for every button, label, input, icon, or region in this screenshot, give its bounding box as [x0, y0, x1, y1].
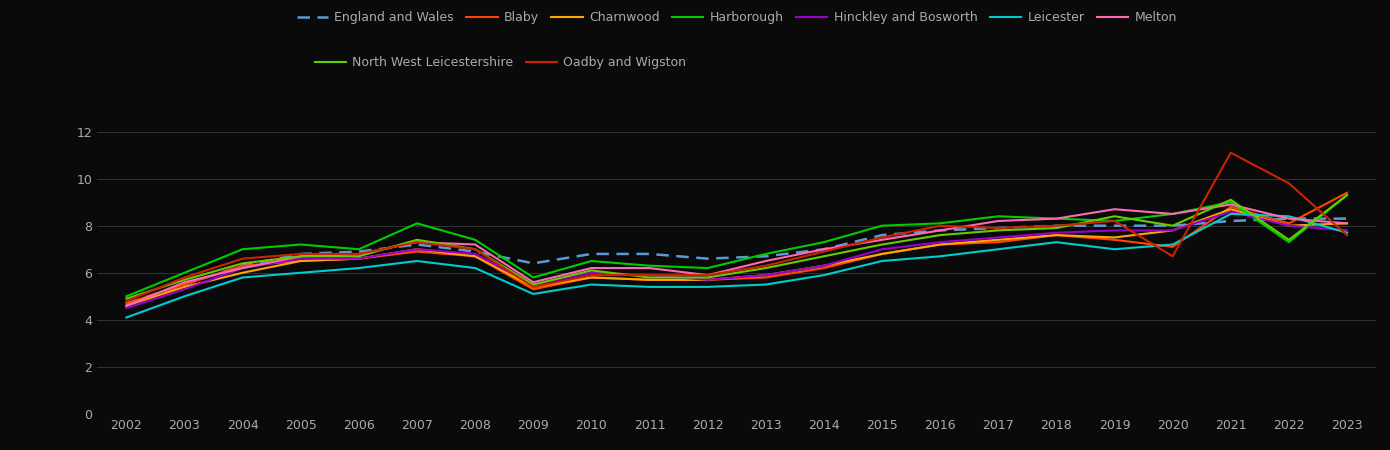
Legend: England and Wales, Blaby, Charnwood, Harborough, Hinckley and Bosworth, Leiceste: England and Wales, Blaby, Charnwood, Har…	[292, 6, 1182, 29]
Legend: North West Leicestershire, Oadby and Wigston: North West Leicestershire, Oadby and Wig…	[310, 51, 691, 74]
